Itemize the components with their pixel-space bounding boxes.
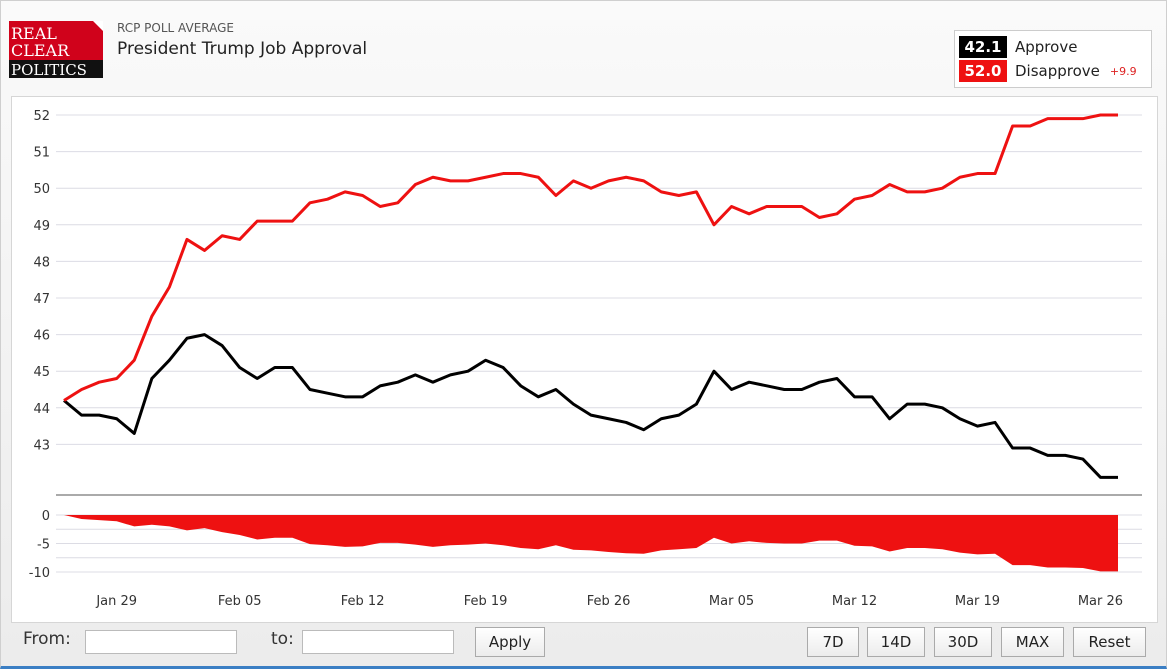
x-tick-label: Mar 12 <box>832 594 877 609</box>
svg-text:REAL: REAL <box>11 24 57 43</box>
legend: 42.1 Approve 52.0 Disapprove +9.9 <box>954 30 1152 88</box>
to-label: to: <box>271 629 294 649</box>
x-tick-label: Feb 05 <box>218 594 262 609</box>
reset-button[interactable]: Reset <box>1073 627 1146 657</box>
x-tick-label: Feb 26 <box>587 594 631 609</box>
x-tick-label: Jan 29 <box>95 594 137 609</box>
rcp-logo[interactable]: REAL CLEAR POLITICS <box>9 21 103 78</box>
y-tick-label: 49 <box>33 219 50 234</box>
svg-text:CLEAR: CLEAR <box>11 41 70 60</box>
range-7d-button[interactable]: 7D <box>807 627 859 657</box>
page-title: President Trump Job Approval <box>117 39 368 59</box>
series-line-approve <box>63 333 1118 479</box>
y-tick-label: 47 <box>33 292 50 307</box>
x-tick-label: Feb 12 <box>341 594 385 609</box>
x-tick-label: Mar 05 <box>709 594 754 609</box>
from-label: From: <box>23 629 71 649</box>
spread-area <box>64 515 1118 572</box>
range-max-button[interactable]: MAX <box>1001 627 1064 657</box>
legend-disapprove: 52.0 Disapprove +9.9 <box>959 60 1137 82</box>
y-tick-label: 45 <box>33 365 50 380</box>
approval-chart[interactable]: 43 44 45 46 47 48 49 50 51 52 0 -5 -10 Jan 29 Feb 05 Fe… <box>12 97 1157 622</box>
to-date-input[interactable] <box>302 630 454 654</box>
y-tick-label: 46 <box>33 329 50 344</box>
x-tick-label: Feb 19 <box>464 594 508 609</box>
chart-area[interactable]: 43 44 45 46 47 48 49 50 51 52 0 -5 -10 Jan 29 Feb 05 Fe… <box>11 96 1158 623</box>
approve-value: 42.1 <box>959 36 1007 58</box>
y-tick-label: 44 <box>33 402 50 417</box>
disapprove-label: Disapprove <box>1015 62 1100 80</box>
apply-button[interactable]: Apply <box>475 627 545 657</box>
subtitle: RCP POLL AVERAGE <box>117 21 234 35</box>
disapprove-value: 52.0 <box>959 60 1007 82</box>
svg-text:POLITICS: POLITICS <box>11 61 87 78</box>
x-tick-label: Mar 26 <box>1078 594 1123 609</box>
spread-value: +9.9 <box>1109 64 1137 78</box>
y-tick-label: 48 <box>33 255 50 270</box>
y-tick-label: 43 <box>33 438 50 453</box>
x-tick-label: Mar 19 <box>955 594 1000 609</box>
y-tick-label: 52 <box>33 109 50 124</box>
legend-approve: 42.1 Approve <box>959 36 1077 58</box>
y-tick-label: 51 <box>33 146 50 161</box>
series-line-disapprove <box>63 113 1118 402</box>
spread-tick-label: -5 <box>37 538 50 553</box>
range-14d-button[interactable]: 14D <box>867 627 925 657</box>
spread-tick-label: -10 <box>29 566 50 581</box>
y-tick-label: 50 <box>33 182 50 197</box>
range-30d-button[interactable]: 30D <box>934 627 992 657</box>
range-toolbar: From: to: Apply 7D 14D 30D MAX Reset <box>11 621 1156 663</box>
approve-label: Approve <box>1015 38 1078 56</box>
spread-tick-label: 0 <box>42 509 50 524</box>
from-date-input[interactable] <box>85 630 237 654</box>
